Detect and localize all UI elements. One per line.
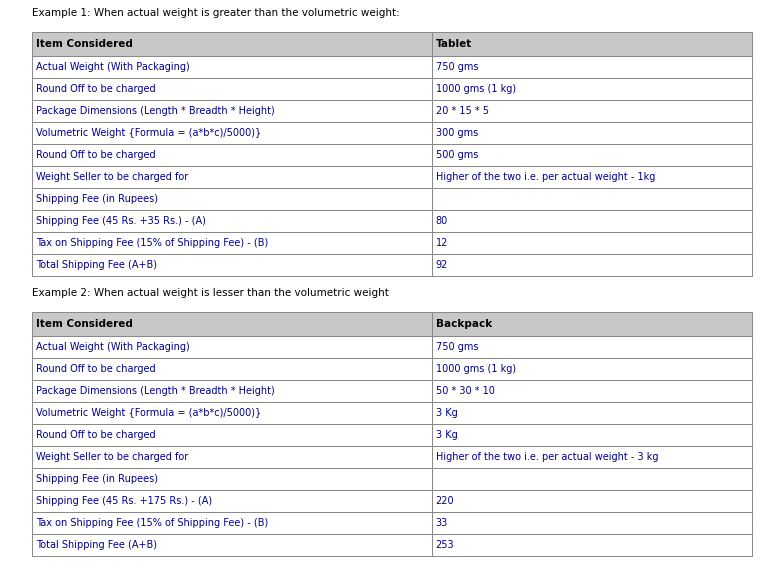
Text: Package Dimensions (Length * Breadth * Height): Package Dimensions (Length * Breadth * H… — [36, 386, 275, 396]
Bar — [32, 210, 432, 232]
Text: Shipping Fee (45 Rs. +35 Rs.) - (A): Shipping Fee (45 Rs. +35 Rs.) - (A) — [36, 216, 206, 226]
Text: Round Off to be charged: Round Off to be charged — [36, 364, 156, 374]
Text: Volumetric Weight {Formula = (a*b*c)/5000)}: Volumetric Weight {Formula = (a*b*c)/500… — [36, 128, 261, 138]
Bar — [32, 402, 432, 424]
Bar — [32, 446, 432, 468]
Bar — [432, 210, 752, 232]
Bar — [432, 188, 752, 210]
Bar — [432, 358, 752, 380]
Bar — [32, 100, 432, 122]
Text: 3 Kg: 3 Kg — [436, 408, 457, 418]
Bar — [32, 336, 432, 358]
Text: 300 gms: 300 gms — [436, 128, 478, 138]
Bar — [32, 32, 432, 56]
Text: Round Off to be charged: Round Off to be charged — [36, 84, 156, 94]
Bar — [32, 424, 432, 446]
Bar — [32, 188, 432, 210]
Text: 3 Kg: 3 Kg — [436, 430, 457, 440]
Text: 750 gms: 750 gms — [436, 62, 478, 72]
Text: 220: 220 — [436, 496, 454, 506]
Bar — [32, 78, 432, 100]
Bar — [432, 254, 752, 276]
Text: 80: 80 — [436, 216, 448, 226]
Text: 1000 gms (1 kg): 1000 gms (1 kg) — [436, 84, 515, 94]
Bar — [32, 232, 432, 254]
Bar — [432, 534, 752, 556]
Text: Tax on Shipping Fee (15% of Shipping Fee) - (B): Tax on Shipping Fee (15% of Shipping Fee… — [36, 518, 268, 528]
Bar — [432, 122, 752, 144]
Bar — [432, 380, 752, 402]
Bar — [32, 122, 432, 144]
Text: 750 gms: 750 gms — [436, 342, 478, 352]
Text: Backpack: Backpack — [436, 319, 492, 329]
Bar — [32, 312, 432, 336]
Text: Higher of the two i.e. per actual weight - 1kg: Higher of the two i.e. per actual weight… — [436, 172, 655, 182]
Bar — [432, 336, 752, 358]
Text: Weight Seller to be charged for: Weight Seller to be charged for — [36, 452, 188, 462]
Bar — [32, 512, 432, 534]
Text: Volumetric Weight {Formula = (a*b*c)/5000)}: Volumetric Weight {Formula = (a*b*c)/500… — [36, 408, 261, 418]
Text: Total Shipping Fee (A+B): Total Shipping Fee (A+B) — [36, 260, 157, 270]
Bar — [32, 144, 432, 166]
Text: Item Considered: Item Considered — [36, 39, 133, 49]
Text: 12: 12 — [436, 238, 448, 248]
Bar — [432, 56, 752, 78]
Bar — [432, 32, 752, 56]
Text: 92: 92 — [436, 260, 448, 270]
Bar — [432, 312, 752, 336]
Text: Total Shipping Fee (A+B): Total Shipping Fee (A+B) — [36, 540, 157, 550]
Text: Actual Weight (With Packaging): Actual Weight (With Packaging) — [36, 342, 190, 352]
Text: Round Off to be charged: Round Off to be charged — [36, 430, 156, 440]
Bar — [432, 144, 752, 166]
Text: Example 1: When actual weight is greater than the volumetric weight:: Example 1: When actual weight is greater… — [32, 8, 400, 18]
Bar — [32, 56, 432, 78]
Text: Actual Weight (With Packaging): Actual Weight (With Packaging) — [36, 62, 190, 72]
Bar — [432, 166, 752, 188]
Text: 33: 33 — [436, 518, 448, 528]
Bar — [432, 512, 752, 534]
Text: 253: 253 — [436, 540, 454, 550]
Text: Shipping Fee (in Rupees): Shipping Fee (in Rupees) — [36, 194, 158, 204]
Text: 20 * 15 * 5: 20 * 15 * 5 — [436, 106, 488, 116]
Text: 500 gms: 500 gms — [436, 150, 478, 160]
Bar — [432, 468, 752, 490]
Bar — [32, 358, 432, 380]
Text: Tax on Shipping Fee (15% of Shipping Fee) - (B): Tax on Shipping Fee (15% of Shipping Fee… — [36, 238, 268, 248]
Text: Package Dimensions (Length * Breadth * Height): Package Dimensions (Length * Breadth * H… — [36, 106, 275, 116]
Bar — [32, 490, 432, 512]
Bar — [32, 254, 432, 276]
Text: Shipping Fee (45 Rs. +175 Rs.) - (A): Shipping Fee (45 Rs. +175 Rs.) - (A) — [36, 496, 212, 506]
Bar — [432, 490, 752, 512]
Text: 1000 gms (1 kg): 1000 gms (1 kg) — [436, 364, 515, 374]
Text: Example 2: When actual weight is lesser than the volumetric weight: Example 2: When actual weight is lesser … — [32, 288, 389, 298]
Text: Weight Seller to be charged for: Weight Seller to be charged for — [36, 172, 188, 182]
Bar — [432, 100, 752, 122]
Bar — [32, 380, 432, 402]
Bar — [432, 446, 752, 468]
Text: Round Off to be charged: Round Off to be charged — [36, 150, 156, 160]
Bar — [432, 424, 752, 446]
Bar — [432, 232, 752, 254]
Bar — [432, 78, 752, 100]
Text: Item Considered: Item Considered — [36, 319, 133, 329]
Bar — [32, 534, 432, 556]
Text: Higher of the two i.e. per actual weight - 3 kg: Higher of the two i.e. per actual weight… — [436, 452, 658, 462]
Bar — [32, 166, 432, 188]
Bar — [32, 468, 432, 490]
Text: Tablet: Tablet — [436, 39, 472, 49]
Text: 50 * 30 * 10: 50 * 30 * 10 — [436, 386, 494, 396]
Bar — [432, 402, 752, 424]
Text: Shipping Fee (in Rupees): Shipping Fee (in Rupees) — [36, 474, 158, 484]
